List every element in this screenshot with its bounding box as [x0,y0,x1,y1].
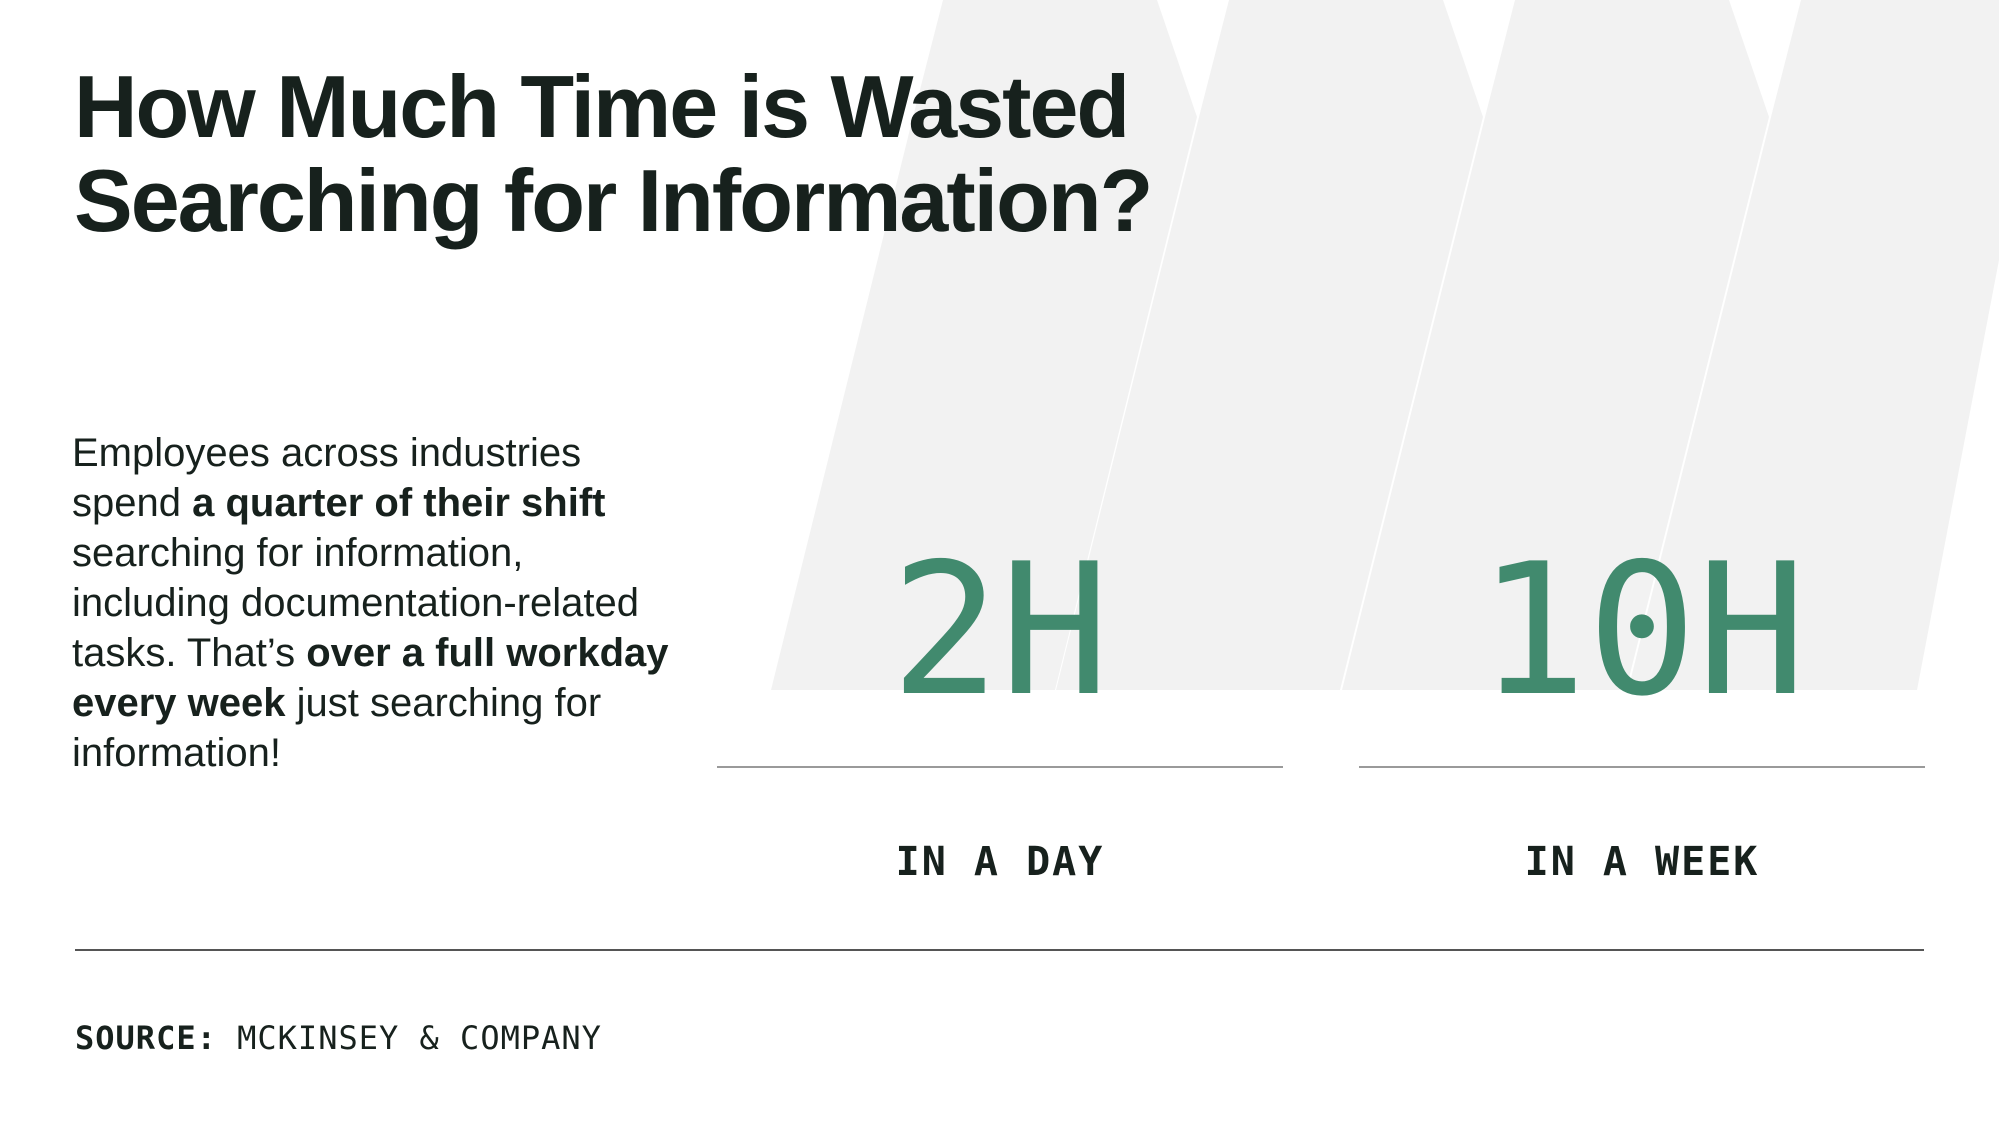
description-paragraph: Employees across industries spend a quar… [72,428,672,778]
stat-label-day: IN A DAY [895,839,1105,885]
source-label: SOURCE: [75,1019,217,1057]
stat-divider-week [1359,766,1925,768]
title-line-2: Searching for Information? [74,151,1153,250]
page-title: How Much Time is Wasted Searching for In… [74,60,1224,248]
source-text: MCKINSEY & COMPANY [237,1019,602,1057]
source-citation: SOURCE: MCKINSEY & COMPANY [75,1018,602,1058]
description-text-3: just searching for information! [72,681,602,775]
description-text-2: searching for information, including doc… [72,531,640,675]
chevron-shape-3 [1342,0,1769,690]
footer-divider [75,949,1924,951]
stat-value-week: 10H [1477,524,1807,736]
description-bold-2: over a full workday every week [72,631,669,725]
chevron-shape-4 [1628,0,1999,690]
description-bold-1: a quarter of their shift [192,481,606,525]
stat-divider-day [717,766,1283,768]
description-text-1: Employees across industries spend [72,431,582,525]
stat-label-week: IN A WEEK [1524,839,1760,885]
chevron-shape-1 [771,0,1197,690]
chevron-shape-2 [1056,0,1483,690]
stat-value-day: 2H [890,524,1110,736]
title-line-1: How Much Time is Wasted [74,57,1130,156]
